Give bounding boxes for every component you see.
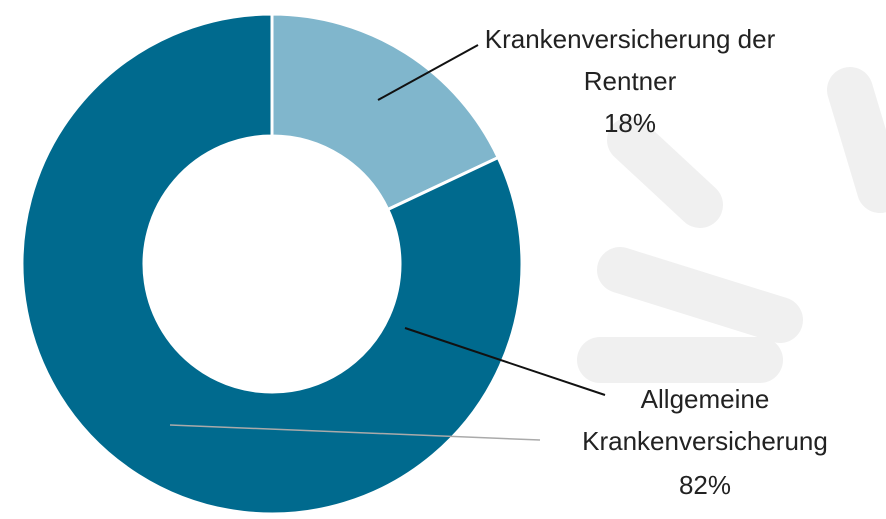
watermark — [577, 67, 886, 383]
slice-label: Allgemeine Krankenversicherung — [582, 384, 828, 456]
donut-slice — [20, 12, 524, 516]
leader-line — [377, 44, 479, 101]
leader-line — [404, 327, 606, 396]
value-label: 18% — [603, 108, 657, 138]
donut-slice — [270, 12, 501, 212]
slice-label: Krankenversicherung der Rentner — [484, 24, 776, 96]
value-label: 82% — [678, 470, 732, 500]
leader-line — [169, 424, 541, 441]
